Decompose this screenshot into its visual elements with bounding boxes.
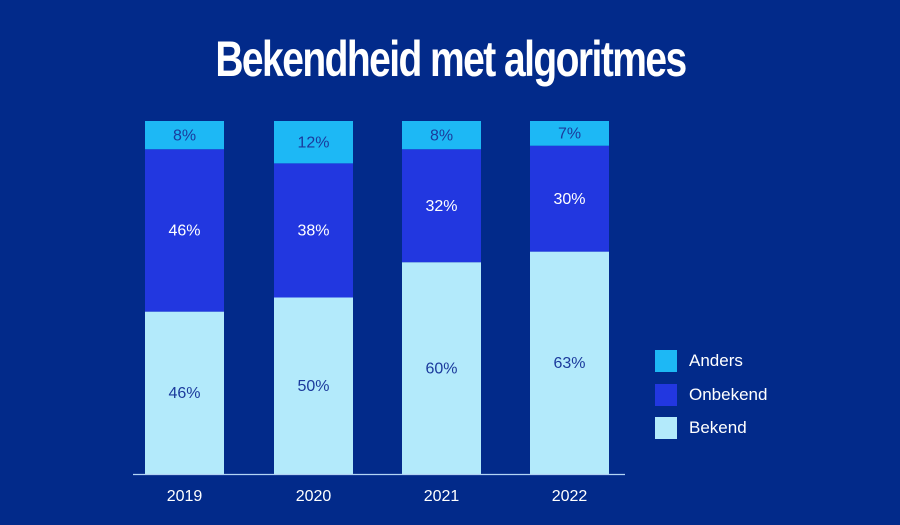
legend-swatch bbox=[655, 417, 677, 439]
bar-onbekend-2019 bbox=[145, 149, 224, 312]
data-label: 46% bbox=[168, 223, 200, 240]
data-label: 32% bbox=[425, 198, 457, 215]
legend-item-bekend: Bekend bbox=[655, 417, 747, 439]
bar-bekend-2022 bbox=[530, 251, 609, 474]
legend-item-onbekend: Onbekend bbox=[655, 384, 767, 406]
bar-onbekend-2021 bbox=[402, 149, 481, 263]
bar-bekend-2021 bbox=[402, 262, 481, 474]
bar-onbekend-2022 bbox=[530, 145, 609, 252]
bar-onbekend-2020 bbox=[274, 163, 353, 298]
data-label: 46% bbox=[168, 385, 200, 402]
legend-label: Onbekend bbox=[689, 385, 768, 404]
data-label: 8% bbox=[173, 127, 196, 144]
data-label: 8% bbox=[430, 127, 453, 144]
x-tick-label: 2022 bbox=[552, 488, 588, 505]
x-tick-label: 2021 bbox=[424, 488, 460, 505]
data-label: 7% bbox=[558, 126, 581, 143]
bar-anders-2020 bbox=[274, 121, 353, 164]
legend-label: Anders bbox=[689, 351, 743, 370]
legend-swatch bbox=[655, 350, 677, 372]
data-label: 63% bbox=[553, 355, 585, 372]
data-label: 30% bbox=[553, 191, 585, 208]
data-label: 12% bbox=[297, 134, 329, 151]
x-tick-label: 2020 bbox=[296, 488, 332, 505]
data-label: 60% bbox=[425, 360, 457, 377]
legend-label: Bekend bbox=[689, 418, 747, 437]
bar-bekend-2020 bbox=[274, 297, 353, 474]
legend-swatch bbox=[655, 384, 677, 406]
bar-anders-2022 bbox=[530, 121, 609, 146]
x-tick-label: 2019 bbox=[167, 488, 203, 505]
legend-item-anders: Anders bbox=[655, 350, 743, 372]
data-label: 50% bbox=[297, 378, 329, 395]
chart-title: Bekendheid met algoritmes bbox=[214, 31, 687, 87]
data-label: 38% bbox=[297, 223, 329, 240]
bar-anders-2021 bbox=[402, 121, 481, 150]
bar-anders-2019 bbox=[145, 121, 224, 150]
bar-bekend-2019 bbox=[145, 311, 224, 474]
